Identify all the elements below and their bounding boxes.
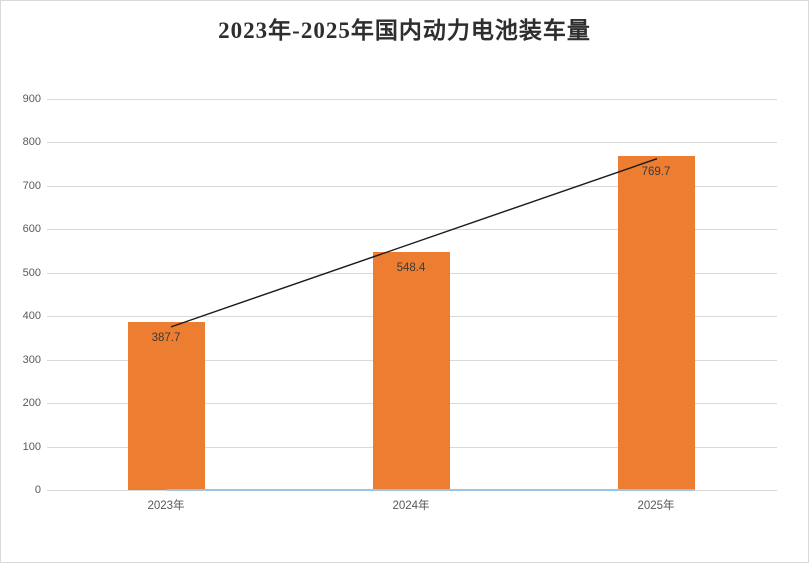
x-axis-tick-label: 2023年 [147, 500, 185, 512]
y-axis-tick-label: 100 [22, 440, 41, 453]
y-axis-tick-label: 300 [22, 353, 41, 366]
bar-2025年 [617, 155, 695, 491]
y-axis-tick-label: 800 [22, 136, 41, 148]
y-axis-tick-label: 400 [22, 310, 41, 322]
x-axis-tick-label: 2025年 [637, 500, 675, 512]
bar-2024年 [372, 251, 450, 491]
x-axis-tick-label: 2024年 [392, 500, 430, 512]
y-axis-tick-label: 200 [22, 397, 41, 409]
baseline-series-line [167, 489, 694, 491]
bar-2023年 [127, 321, 205, 491]
y-axis-tick-label: 500 [22, 266, 41, 279]
y-gridline [47, 142, 777, 143]
y-gridline [47, 98, 777, 100]
bar-data-label: 387.7 [151, 331, 181, 344]
y-axis-tick-label: 0 [34, 484, 41, 496]
bar-data-label: 548.4 [396, 261, 426, 274]
y-axis-tick-label: 900 [22, 92, 41, 105]
y-axis-tick-label: 700 [22, 179, 41, 192]
chart-title: 2023年-2025年国内动力电池装车量 [218, 18, 591, 43]
y-axis-tick-label: 600 [22, 223, 41, 235]
bar-data-label: 769.7 [641, 165, 671, 178]
